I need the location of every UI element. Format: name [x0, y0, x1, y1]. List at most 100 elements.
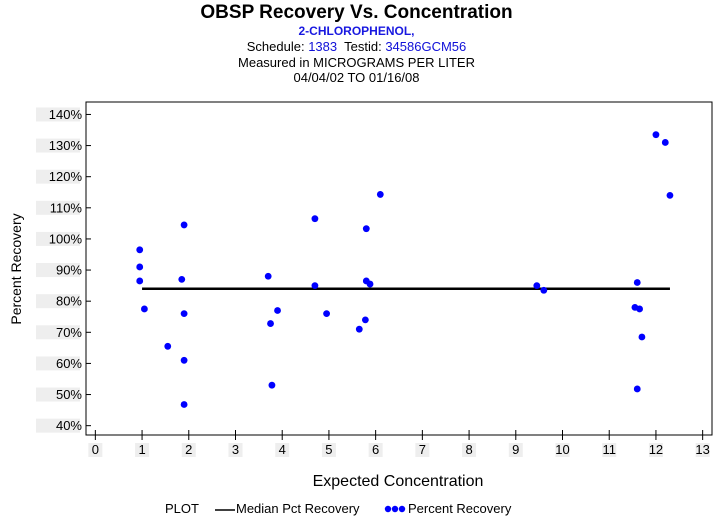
y-tick-label-bg: [36, 418, 80, 433]
y-tick-label-bg: [36, 138, 80, 153]
schedule-value: 1383: [308, 39, 338, 54]
x-tick-label-bg: [555, 443, 570, 457]
x-tick-label-bg: [321, 443, 336, 457]
x-axis: 0 1 2 3 4 5 6 7 8 9 10 11 12 13: [88, 430, 710, 457]
x-tick-label: 11: [602, 442, 616, 457]
data-point: [638, 333, 646, 341]
y-tick-label-bg: [36, 356, 80, 371]
legend-points-swatch: [384, 505, 406, 513]
y-tick-label: 50%: [56, 387, 82, 402]
data-point: [180, 221, 188, 229]
testid-label: Testid:: [344, 39, 382, 54]
legend-points-label: Percent Recovery: [408, 501, 512, 516]
y-tick-label: 60%: [56, 356, 82, 371]
x-axis-label: Expected Concentration: [313, 473, 484, 490]
y-tick-label-bg: [36, 325, 80, 340]
data-point: [267, 320, 274, 327]
x-tick-label-bg: [275, 443, 290, 457]
data-point: [323, 310, 330, 318]
x-tick-label-bg: [508, 443, 523, 457]
data-point: [136, 246, 144, 254]
data-point: [366, 280, 374, 288]
x-tick-label-bg: [695, 443, 710, 457]
y-tick-label-bg: [36, 200, 80, 215]
scatter-chart: 40% 50% 60% 70% 80% 90% 100% 110% 120% 130% 140% 0…: [8, 101, 713, 490]
data-point: [355, 325, 363, 333]
data-point: [661, 139, 669, 146]
data-point: [311, 282, 319, 290]
y-tick-label: 90%: [56, 263, 82, 278]
data-point: [652, 131, 660, 139]
x-tick-label-bg: [648, 443, 663, 457]
data-point: [633, 279, 641, 286]
data-point: [180, 310, 188, 318]
y-tick-label: 70%: [56, 325, 82, 340]
y-tick-label-bg: [36, 107, 80, 122]
x-tick-label: 3: [232, 442, 239, 457]
y-tick-label: 100%: [49, 231, 83, 246]
data-point: [633, 385, 641, 393]
data-point: [362, 225, 370, 233]
legend: PLOT Median Pct Recovery Percent Recover…: [0, 501, 713, 519]
x-tick-label-bg: [181, 443, 196, 457]
units-line: Measured in MICROGRAMS PER LITER: [238, 55, 475, 70]
x-tick-label: 13: [695, 442, 709, 457]
testid-value: 34586GCM56: [385, 39, 467, 54]
data-point: [164, 342, 172, 350]
x-tick-label-bg: [602, 443, 617, 457]
y-tick-label: 110%: [50, 200, 83, 215]
schedule-line: Schedule: 1383 Testid: 34586GCM56: [0, 39, 713, 54]
data-point: [136, 263, 144, 271]
y-tick-label-bg: [36, 231, 80, 246]
compound-name: 2-CHLOROPHENOL,: [298, 24, 415, 38]
x-tick-label: 6: [372, 442, 379, 457]
y-tick-label: 130%: [49, 138, 83, 153]
chart-title: OBSP Recovery Vs. Concentration: [200, 2, 513, 23]
plot-area: [85, 101, 713, 436]
data-point: [180, 356, 188, 364]
y-tick-label: 80%: [56, 294, 82, 309]
legend-median-label: Median Pct Recovery: [236, 501, 360, 516]
legend-plot-label: PLOT: [165, 501, 199, 516]
data-point: [311, 215, 319, 223]
x-tick-label-bg: [135, 443, 150, 457]
legend-median-swatch: [215, 509, 235, 511]
x-tick-label: 8: [465, 442, 472, 457]
x-tick-label-bg: [368, 443, 383, 457]
schedule-label: Schedule:: [246, 39, 305, 54]
data-point: [268, 381, 276, 389]
y-tick-label-bg: [36, 263, 80, 278]
x-tick-label-bg: [415, 443, 430, 457]
y-tick-label-bg: [36, 169, 80, 184]
x-tick-label: 5: [325, 442, 332, 457]
y-tick-label: 140%: [49, 107, 83, 122]
data-point: [636, 305, 643, 313]
data-point: [533, 282, 541, 290]
y-axis-label: Percent Recovery: [8, 213, 24, 324]
date-range: 04/04/02 TO 01/16/08: [293, 70, 420, 85]
y-tick-label-bg: [36, 387, 80, 402]
data-point: [140, 305, 148, 313]
x-tick-label-bg: [228, 443, 243, 457]
data-point: [264, 272, 272, 280]
data-points: [136, 131, 674, 408]
data-point: [136, 277, 144, 285]
data-point: [180, 401, 188, 408]
data-point: [274, 307, 281, 314]
data-point: [376, 191, 384, 198]
data-point: [178, 275, 186, 283]
y-axis: 40% 50% 60% 70% 80% 90% 100% 110% 120% 130% 140%: [36, 107, 91, 433]
data-point: [540, 286, 548, 294]
x-tick-label: 10: [555, 442, 569, 457]
y-tick-label: 120%: [49, 169, 83, 184]
x-tick-label: 12: [649, 442, 663, 457]
data-point: [666, 191, 674, 199]
x-tick-label-bg: [462, 443, 477, 457]
x-tick-label: 7: [419, 442, 426, 457]
x-tick-label: 1: [138, 442, 145, 457]
y-tick-label-bg: [36, 294, 80, 309]
data-point: [361, 316, 369, 324]
x-tick-label: 4: [279, 442, 286, 457]
x-tick-label: 9: [512, 442, 519, 457]
x-tick-label: 0: [92, 442, 99, 457]
